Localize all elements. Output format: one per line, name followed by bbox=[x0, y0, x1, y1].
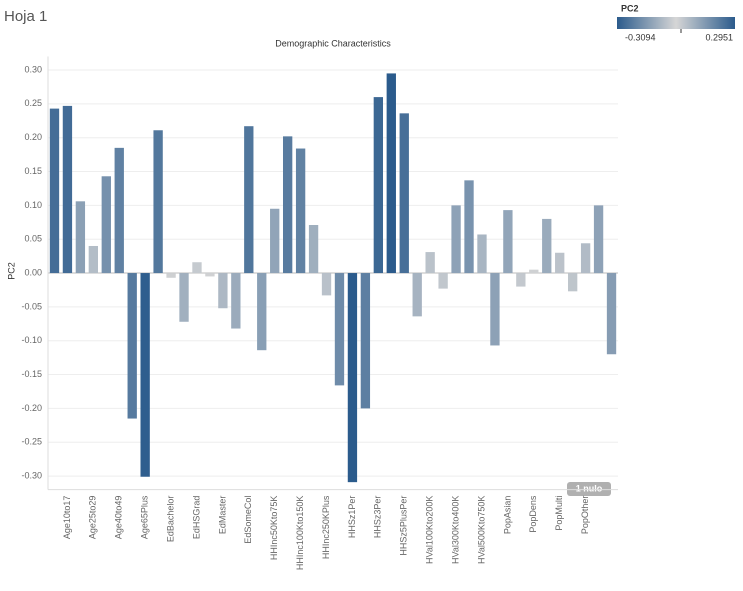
x-tick-label: Age25to29 bbox=[88, 496, 98, 540]
bar bbox=[153, 130, 163, 274]
legend-title: PC2 bbox=[621, 3, 639, 13]
bar bbox=[244, 126, 254, 274]
legend-min: -0.3094 bbox=[625, 32, 656, 42]
bar bbox=[464, 180, 474, 274]
x-tick-label: HVal100Kto200K bbox=[425, 496, 435, 564]
bar bbox=[503, 210, 513, 274]
x-tick-label: Age10to17 bbox=[62, 496, 72, 540]
bar bbox=[451, 205, 461, 274]
y-tick-label: -0.15 bbox=[21, 369, 42, 379]
y-tick-label: 0.30 bbox=[24, 64, 42, 74]
legend-gradient bbox=[617, 17, 735, 29]
chart-title: Demographic Characteristics bbox=[275, 38, 391, 48]
bar bbox=[373, 97, 384, 274]
y-tick-label: -0.05 bbox=[21, 301, 42, 311]
bar bbox=[580, 243, 591, 274]
bar bbox=[231, 273, 241, 329]
y-tick-label: 0.20 bbox=[24, 132, 42, 142]
bar bbox=[516, 273, 526, 287]
y-tick-label: 0.05 bbox=[24, 234, 42, 244]
bar bbox=[62, 105, 73, 274]
bar bbox=[179, 273, 189, 322]
bar bbox=[593, 205, 604, 274]
x-tick-label: Age40to49 bbox=[114, 496, 124, 540]
y-tick-label: 0.15 bbox=[24, 166, 42, 176]
null-badge[interactable] bbox=[567, 482, 611, 496]
bar bbox=[192, 262, 202, 274]
bar bbox=[490, 273, 500, 346]
x-tick-label: Age65Plus bbox=[140, 495, 150, 539]
x-tick-label: EdBachelor bbox=[165, 496, 175, 543]
bar bbox=[425, 252, 435, 274]
legend-max: 0.2951 bbox=[705, 32, 733, 42]
x-tick-label: PopOther bbox=[580, 496, 590, 535]
bar bbox=[399, 113, 409, 274]
bar bbox=[321, 273, 332, 296]
bar bbox=[542, 218, 552, 274]
sheet-title: Hoja 1 bbox=[4, 8, 47, 25]
y-tick-label: 0.10 bbox=[24, 200, 42, 210]
bar bbox=[127, 273, 137, 419]
bar bbox=[101, 176, 111, 274]
y-tick-label: -0.25 bbox=[21, 437, 42, 447]
x-tick-label: HHInc250KPlus bbox=[321, 495, 331, 559]
x-tick-label: HVal500Kto750K bbox=[476, 496, 486, 564]
x-tick-label: PopAsian bbox=[502, 496, 512, 535]
x-tick-label: HVal300Kto400K bbox=[450, 496, 460, 564]
bar bbox=[606, 273, 617, 355]
x-tick-label: EdSomeCol bbox=[243, 496, 253, 544]
x-tick-label: EdHSGrad bbox=[191, 496, 201, 540]
bar bbox=[218, 273, 228, 309]
null-badge-text: 1 nulo bbox=[576, 483, 603, 493]
y-tick-label: -0.30 bbox=[21, 470, 42, 480]
y-tick-label: 0.00 bbox=[24, 267, 42, 277]
bar bbox=[477, 234, 487, 274]
bar bbox=[282, 136, 293, 274]
bar bbox=[205, 273, 215, 277]
y-tick-label: 0.25 bbox=[24, 98, 42, 108]
x-tick-label: EdMaster bbox=[217, 496, 227, 535]
bar bbox=[412, 273, 422, 317]
x-tick-label: HHSz5PlusPer bbox=[399, 496, 409, 556]
bar bbox=[295, 148, 306, 274]
x-tick-label: PopDens bbox=[528, 495, 538, 533]
bar bbox=[88, 245, 99, 274]
bar bbox=[555, 252, 565, 274]
bar bbox=[567, 273, 578, 292]
x-tick-label: PopMulti bbox=[554, 496, 564, 531]
bar bbox=[334, 273, 345, 386]
bar bbox=[270, 208, 280, 274]
bar bbox=[438, 273, 448, 289]
bar bbox=[49, 108, 60, 274]
bar bbox=[75, 201, 86, 274]
bar bbox=[140, 273, 150, 477]
bar bbox=[114, 147, 124, 274]
bar bbox=[308, 225, 319, 274]
y-tick-label: -0.20 bbox=[21, 403, 42, 413]
x-tick-label: HHInc100Kto150K bbox=[295, 496, 305, 571]
bar bbox=[257, 273, 267, 351]
bar bbox=[386, 73, 396, 274]
bar bbox=[529, 269, 539, 274]
y-tick-label: -0.10 bbox=[21, 335, 42, 345]
bar bbox=[360, 273, 371, 409]
x-tick-label: HHInc50Kto75K bbox=[269, 496, 279, 561]
x-tick-label: HHSz3Per bbox=[373, 496, 383, 539]
bar bbox=[347, 273, 358, 483]
x-tick-label: HHSz1Per bbox=[347, 496, 357, 539]
y-axis-label: PC2 bbox=[6, 262, 16, 280]
bar bbox=[166, 273, 176, 278]
